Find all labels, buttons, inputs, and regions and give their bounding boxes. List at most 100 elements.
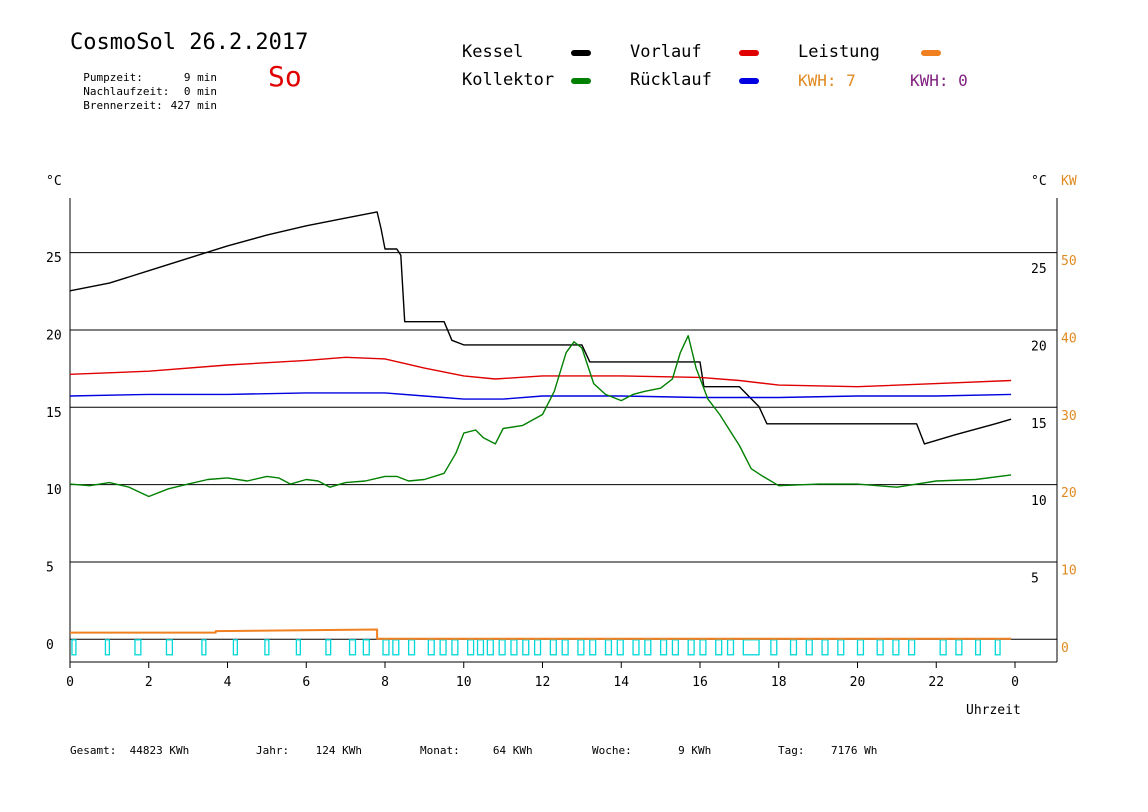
x-tick-label: 0 xyxy=(1011,675,1019,690)
pump-pulse xyxy=(939,639,947,656)
footer-jahr: Jahr: 124 KWh xyxy=(256,744,362,757)
pump-pulse xyxy=(616,639,624,656)
footer-value: 44823 KWh xyxy=(129,744,190,757)
pump-pulse xyxy=(201,639,207,656)
pump-pulse xyxy=(498,639,506,656)
stat-label: Pumpzeit: xyxy=(83,71,143,84)
pump-pulse xyxy=(604,639,613,656)
pump-pulse xyxy=(533,639,542,656)
pump-pulse xyxy=(362,639,370,656)
y-tick-label-left: 5 xyxy=(46,560,54,575)
pump-pulse xyxy=(632,639,640,656)
pump-pulse xyxy=(805,639,813,656)
x-axis-title: Uhrzeit xyxy=(966,703,1021,718)
y-tick-label-left: 20 xyxy=(46,328,62,343)
pump-pulse xyxy=(789,639,798,656)
footer-woche: Woche: 9 KWh xyxy=(592,744,711,757)
pump-pulse xyxy=(439,639,447,656)
pump-pulse xyxy=(549,639,557,656)
footer-label: Gesamt: xyxy=(70,744,117,757)
footer-label: Tag: xyxy=(778,744,805,757)
pump-pulse xyxy=(687,639,695,656)
legend-swatch-leistung xyxy=(921,50,941,56)
pump-pulse xyxy=(821,639,829,656)
stat-label: Nachlaufzeit: xyxy=(83,85,170,98)
y-tick-label-kw: 10 xyxy=(1061,563,1077,578)
pump-pulse xyxy=(348,639,357,656)
pump-pulse xyxy=(974,639,981,656)
footer-value: 7176 Wh xyxy=(831,744,878,757)
pump-pulse xyxy=(325,639,332,656)
pump-pulse xyxy=(467,639,475,656)
pump-pulse xyxy=(427,639,435,656)
pump-pulse xyxy=(589,639,597,656)
legend-vorlauf: Vorlauf xyxy=(630,42,702,62)
y-tick-label-right: 20 xyxy=(1031,339,1047,354)
y-tick-label-kw: 0 xyxy=(1061,641,1069,656)
series-line-kessel xyxy=(69,211,1012,445)
footer-monat: Monat: 64 KWh xyxy=(420,744,533,757)
x-tick-label: 0 xyxy=(66,675,74,690)
x-tick-label: 10 xyxy=(456,675,472,690)
pump-pulse xyxy=(644,639,652,656)
stat-nachlaufzeit: Nachlaufzeit: 0 min xyxy=(70,72,217,98)
pump-pulse xyxy=(295,639,301,656)
y-tick-label-right: 10 xyxy=(1031,494,1047,509)
kwh-leistung: KWH: 7 xyxy=(798,71,856,90)
pump-pulse xyxy=(726,639,735,656)
pump-pulse xyxy=(392,639,400,656)
pump-pulse xyxy=(742,639,760,656)
footer-label: Woche: xyxy=(592,744,632,757)
pump-pulse xyxy=(837,639,845,656)
pump-pulse xyxy=(770,639,778,656)
y-tick-label-left: 10 xyxy=(46,483,62,498)
y-tick-label-right: 5 xyxy=(1031,571,1039,586)
pump-pulse xyxy=(71,639,77,656)
pump-pulse xyxy=(522,639,530,656)
series-line-vorlauf xyxy=(69,356,1012,388)
pump-pulse xyxy=(382,639,390,656)
x-tick-label: 22 xyxy=(928,675,944,690)
pump-pulse xyxy=(451,639,459,656)
legend-swatch-kessel xyxy=(571,50,591,56)
stat-label: Brennerzeit: xyxy=(83,99,163,112)
pump-pulse xyxy=(577,639,585,656)
pump-pulse xyxy=(994,639,1001,656)
y-tick-label-kw: 40 xyxy=(1061,331,1077,346)
legend-leistung: Leistung xyxy=(798,42,880,62)
pump-pulse xyxy=(232,639,238,656)
series-line-kollektor xyxy=(69,335,1012,498)
pump-pulse xyxy=(659,639,668,656)
weekday-label: So xyxy=(268,60,302,93)
pump-pulse xyxy=(104,639,111,656)
x-tick-label: 20 xyxy=(850,675,866,690)
x-tick-label: 8 xyxy=(381,675,389,690)
pump-pulse xyxy=(407,639,416,656)
stat-value: 427 min xyxy=(170,99,217,112)
y-tick-label-kw: 30 xyxy=(1061,409,1077,424)
pump-pulse xyxy=(955,639,963,656)
kwh-secondary: KWH: 0 xyxy=(910,71,968,90)
legend-kessel: Kessel xyxy=(462,42,524,62)
y-tick-label-left: 0 xyxy=(46,638,54,653)
x-tick-label: 18 xyxy=(771,675,787,690)
footer-value: 124 KWh xyxy=(315,744,362,757)
legend-swatch-vorlauf xyxy=(739,50,759,56)
x-tick-label: 16 xyxy=(692,675,708,690)
pump-pulse xyxy=(264,639,270,656)
legend-kollektor: Kollektor xyxy=(462,70,555,90)
y-axis-title-kw: KW xyxy=(1061,174,1077,189)
footer-label: Monat: xyxy=(420,744,460,757)
footer-tag: Tag: 7176 Wh xyxy=(778,744,877,757)
pump-pulse xyxy=(715,639,723,656)
legend-swatch-ruecklauf xyxy=(739,78,759,84)
x-tick-label: 6 xyxy=(302,675,310,690)
y-axis-title-left: °C xyxy=(46,174,62,189)
series-line-leistung xyxy=(70,628,1012,640)
stat-brennerzeit: Brennerzeit: 427 min xyxy=(70,86,217,112)
pump-pulse xyxy=(876,639,884,656)
x-tick-label: 4 xyxy=(224,675,232,690)
pump-pulse xyxy=(134,639,142,656)
y-tick-label-kw: 20 xyxy=(1061,486,1077,501)
